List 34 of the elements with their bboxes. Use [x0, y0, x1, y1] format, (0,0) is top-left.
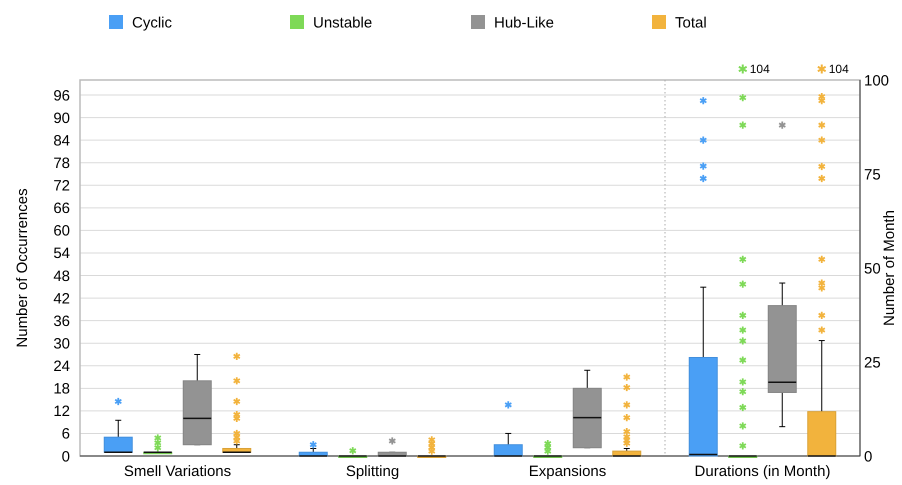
y-tick-label: 84	[53, 132, 70, 150]
y-tick-label: 6	[62, 426, 70, 443]
y-tick-label: 90	[53, 110, 70, 127]
y-tick-label: 60	[53, 222, 70, 240]
x-tick-label: Expansions	[528, 463, 606, 480]
y2-tick-label: 75	[864, 166, 881, 184]
y-tick-label: 66	[53, 200, 70, 218]
legend-label: Total	[675, 14, 707, 32]
y-tick-label: 24	[53, 358, 70, 376]
y-tick-label: 54	[53, 245, 70, 262]
y-tick-label: 42	[53, 290, 70, 308]
y2-tick-label: 0	[864, 448, 872, 466]
legend-label: Unstable	[313, 14, 372, 32]
y-tick-label: 0	[62, 448, 70, 466]
y2-tick-label: 25	[864, 354, 881, 372]
legend-label: Hub-Like	[494, 14, 554, 32]
x-tick-label: Durations (in Month)	[694, 463, 830, 480]
y2-tick-label: 100	[864, 72, 890, 90]
y2-axis-title: Number of Month	[881, 210, 898, 326]
y-tick-label: 12	[53, 403, 70, 420]
text: 104	[828, 62, 850, 76]
y-tick-label: 72	[53, 178, 70, 195]
legend-label: Cyclic	[132, 14, 172, 32]
y-axis-title: Number of Occurrences	[14, 188, 31, 348]
y-tick-label: 96	[53, 87, 70, 104]
x-tick-label: Splitting	[346, 463, 400, 480]
x-tick-label: Smell Variations	[124, 463, 232, 480]
y-tick-label: 30	[53, 335, 70, 352]
y-tick-label: 78	[53, 154, 70, 172]
y2-tick-label: 50	[864, 260, 881, 278]
y-tick-label: 48	[53, 268, 70, 285]
text: 104	[750, 62, 770, 76]
y-tick-label: 18	[53, 380, 70, 398]
y-tick-label: 36	[53, 312, 70, 330]
